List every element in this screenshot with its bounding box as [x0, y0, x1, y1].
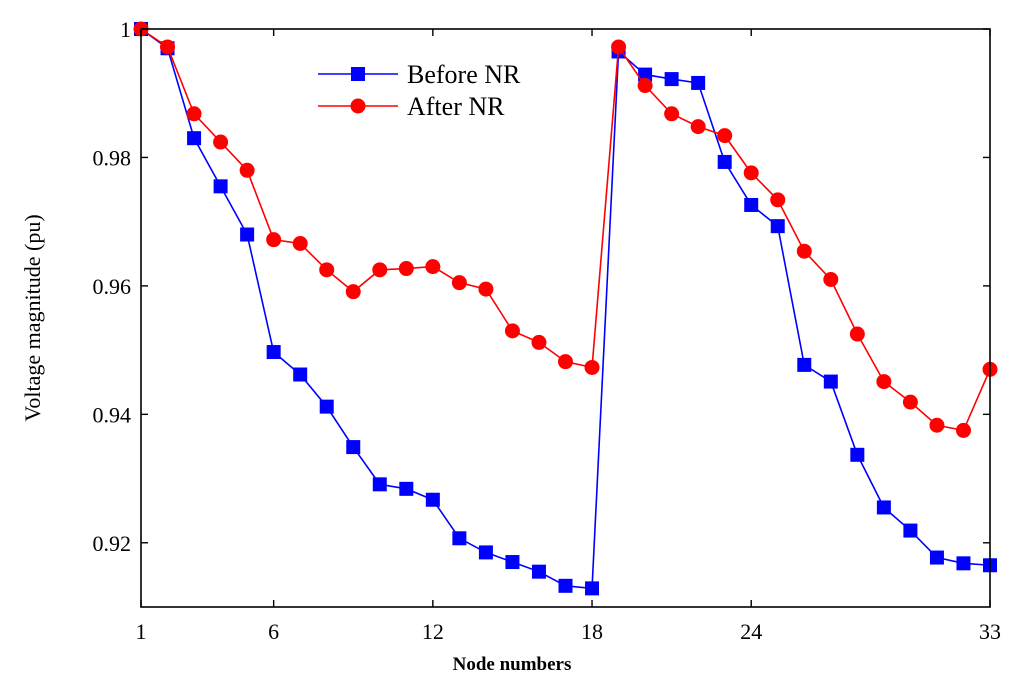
- data-point-circle: [345, 284, 361, 300]
- data-point-circle: [213, 134, 229, 150]
- data-point-square: [664, 72, 679, 87]
- data-point-square: [478, 545, 493, 560]
- data-point-circle: [372, 262, 388, 278]
- data-point-square: [744, 197, 759, 212]
- y-tick-label: 0.98: [93, 145, 132, 170]
- data-point-circle: [743, 165, 759, 181]
- x-tick-label: 6: [268, 619, 279, 644]
- x-tick-label: 1: [136, 619, 147, 644]
- data-point-square: [293, 367, 308, 382]
- y-axis-title: Voltage magnitude (pu): [20, 214, 45, 421]
- data-point-square: [187, 131, 202, 146]
- data-point-square: [691, 75, 706, 90]
- x-tick-label: 24: [740, 619, 762, 644]
- data-point-square: [929, 550, 944, 565]
- data-point-square: [903, 523, 918, 538]
- data-point-circle: [796, 243, 812, 259]
- series-after-nr: [133, 21, 998, 438]
- legend: Before NR After NR: [318, 60, 521, 121]
- data-point-circle: [425, 259, 441, 275]
- data-point-circle: [770, 192, 786, 208]
- legend-label: After NR: [407, 92, 505, 121]
- y-tick-label: 0.92: [93, 531, 132, 556]
- series-before-nr: [134, 22, 997, 596]
- data-point-circle: [876, 374, 892, 390]
- data-point-square: [240, 227, 255, 242]
- data-point-circle: [929, 417, 945, 433]
- data-point-square: [372, 477, 387, 492]
- data-point-square: [638, 67, 653, 82]
- data-point-square: [717, 154, 732, 169]
- y-tick-label: 0.96: [93, 274, 132, 299]
- y-tick-label: 1: [120, 17, 131, 42]
- x-tick-label: 12: [422, 619, 444, 644]
- data-point-circle: [504, 323, 520, 339]
- data-point-square: [770, 219, 785, 234]
- data-point-circle: [160, 39, 176, 55]
- data-point-circle: [664, 106, 680, 122]
- x-axis-title: Node numbers: [453, 654, 572, 675]
- legend-marker-square: [351, 67, 365, 81]
- data-point-square: [876, 500, 891, 515]
- data-point-square: [505, 555, 520, 570]
- data-point-circle: [319, 262, 335, 278]
- legend-marker-circle: [350, 98, 366, 114]
- data-point-circle: [558, 354, 573, 370]
- data-point-square: [531, 564, 546, 579]
- data-point-circle: [266, 232, 282, 248]
- data-point-circle: [239, 162, 255, 178]
- data-point-square: [823, 374, 838, 389]
- data-point-circle: [717, 128, 733, 144]
- data-point-circle: [398, 261, 414, 277]
- data-point-square: [956, 556, 971, 571]
- data-point-circle: [690, 119, 706, 135]
- data-point-circle: [292, 236, 308, 252]
- x-tick-label: 18: [581, 619, 603, 644]
- data-point-circle: [478, 281, 494, 297]
- plot-frame: [140, 28, 991, 608]
- data-point-square: [452, 531, 467, 546]
- ticks-layer: 1 6 12 18 24 33 0.92 0.94 0.96 0.98 1: [93, 17, 1002, 644]
- data-point-square: [585, 581, 600, 596]
- data-point-square: [213, 179, 228, 194]
- data-point-square: [425, 492, 440, 507]
- data-point-circle: [611, 39, 627, 55]
- data-point-square: [797, 357, 812, 372]
- data-point-square: [399, 481, 414, 496]
- data-point-circle: [584, 359, 600, 375]
- data-point-circle: [823, 271, 839, 287]
- data-point-circle: [637, 78, 653, 94]
- data-point-square: [346, 440, 361, 455]
- x-tick-label: 33: [979, 619, 1001, 644]
- data-point-circle: [451, 275, 467, 291]
- y-tick-label: 0.94: [93, 402, 132, 427]
- data-point-circle: [902, 394, 918, 410]
- data-point-circle: [849, 326, 865, 342]
- series-layer: [133, 21, 998, 596]
- data-point-square: [319, 399, 334, 414]
- data-point-circle: [531, 334, 547, 350]
- data-point-circle: [955, 422, 971, 438]
- legend-label: Before NR: [407, 60, 521, 89]
- data-point-square: [266, 345, 281, 360]
- data-point-circle: [186, 106, 202, 122]
- data-point-square: [850, 447, 865, 462]
- data-point-square: [558, 578, 573, 593]
